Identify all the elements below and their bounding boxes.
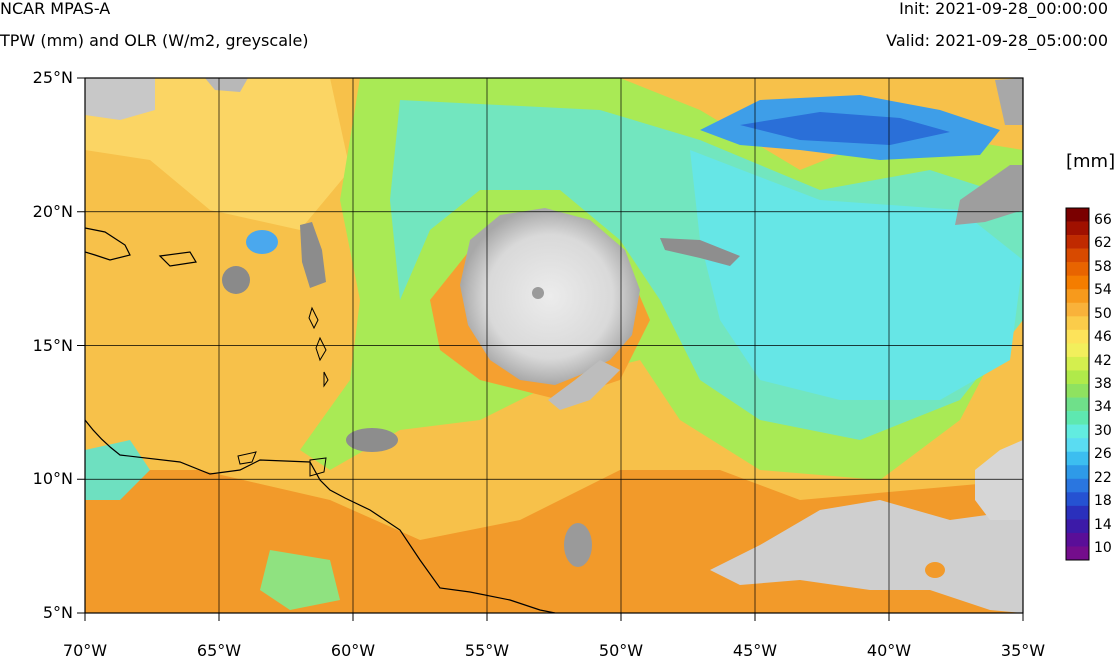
lon-tick-label: 55°W [464,641,510,660]
colorbar-swatch [1066,397,1089,412]
colorbar-tick-label: 46 [1094,329,1112,346]
colorbar-tick-label: 18 [1094,493,1112,510]
colorbar-swatch [1066,478,1089,493]
colorbar-swatch [1066,424,1089,439]
lon-tick-label: 60°W [330,641,376,660]
tpw-cyan-sw [85,440,150,500]
colorbar-swatch [1066,316,1089,331]
colorbar-swatch [1066,532,1089,547]
hurricane-eye [532,287,544,299]
colorbar-tick-label: 54 [1094,282,1112,299]
colorbar-swatch [1066,492,1089,507]
colorbar-tick-label: 14 [1094,516,1112,533]
coastline-lesser-antilles [308,306,329,388]
colorbar-units: [mm] [1066,151,1114,172]
colorbar-swatch [1066,208,1089,222]
cloud-nw2 [205,78,248,92]
colorbar-swatch [1066,262,1089,276]
colorbar-swatch [1066,289,1089,304]
colorbar-tick-label: 38 [1094,376,1112,392]
tick-marks [77,77,1024,621]
colorbar-tick-label: 22 [1094,469,1112,486]
lat-tick-label: 10°N [32,469,73,489]
colorbar-swatch [1066,505,1089,520]
field-subtitle: TPW (mm) and OLR (W/m2, greyscale) [0,31,309,50]
colorbar-swatch [1066,519,1089,534]
colorbar-tick-label: 58 [1094,258,1112,275]
grid-lines [85,78,1023,613]
colorbar-tick-label: 26 [1094,446,1112,463]
colorbar-swatch [1066,465,1089,480]
hurricane-band [548,360,620,410]
colorbar-tick-label: 30 [1094,422,1112,439]
colorbar-swatch [1066,370,1089,385]
map-field [85,78,1023,613]
cloud-hole [925,562,945,578]
lon-tick-label: 40°W [866,641,912,660]
colorbar-swatch [1066,248,1089,263]
colorbar-swatch [1066,384,1089,398]
lon-tick-label: 65°W [196,641,242,660]
colorbar-swatch [1066,329,1089,344]
hurricane-cloud [460,208,640,385]
cloud-east-edge [975,440,1023,520]
lat-tick-label: 20°N [32,201,73,221]
coastline-trinidad [309,457,327,477]
valid-time: Valid: 2021-09-28_05:00:00 [886,31,1108,50]
cloud-nw [85,78,155,120]
cloud-trinidad [346,428,398,452]
coastline-aruba [237,451,257,465]
colorbar-tick-label: 42 [1094,352,1112,369]
colorbar-swatch [1066,438,1089,452]
colorbar-swatch [1066,546,1089,561]
colorbar-swatch [1066,451,1089,466]
cloud-south-small [564,523,592,567]
colorbar-swatch [1066,411,1089,425]
lon-tick-label: 50°W [598,641,644,660]
colorbar-frame [1065,207,1090,561]
colorbar-swatch [1066,343,1089,358]
lat-tick-label: 25°N [32,68,73,87]
cloud-islands [300,222,326,288]
colorbar-swatch [1066,356,1089,371]
coastline-hispaniola [85,227,131,261]
tpw-cyan-east [690,150,1023,400]
cloud-ne2 [995,78,1023,125]
tpw-blue-w [246,230,278,254]
colorbar-tick-label: 62 [1094,235,1112,252]
cloud-puerto-rico [222,266,250,294]
colorbar-swatch [1066,275,1089,290]
tpw-green-s [260,550,340,610]
cloud-streak [660,238,740,266]
cloud-south-east [710,500,1023,613]
tpw-deepblue-ne [740,112,950,145]
lon-tick-label: 70°W [62,641,108,660]
colorbar-tick-label: 10 [1094,540,1112,557]
cloud-ne [955,165,1023,225]
colorbar-tick-label: 66 [1094,211,1112,228]
model-title: NCAR MPAS-A [0,0,111,18]
colorbar-tick-label: 50 [1094,305,1112,322]
lat-tick-label: 15°N [32,335,73,355]
colorbar-tick-label: 34 [1094,399,1112,416]
coastline-south-america [85,419,556,613]
coastline-puerto-rico [158,251,197,267]
colorbar-swatch [1066,302,1089,317]
lat-tick-label: 5°N [42,603,73,622]
lon-tick-label: 35°W [1000,641,1046,660]
colorbar-swatch [1066,221,1089,236]
tpw-yellow-nw [85,78,350,230]
colorbar-swatch [1066,235,1089,249]
init-time: Init: 2021-09-28_00:00:00 [899,0,1108,18]
lon-tick-label: 45°W [732,641,778,660]
colorbar [1065,207,1090,561]
